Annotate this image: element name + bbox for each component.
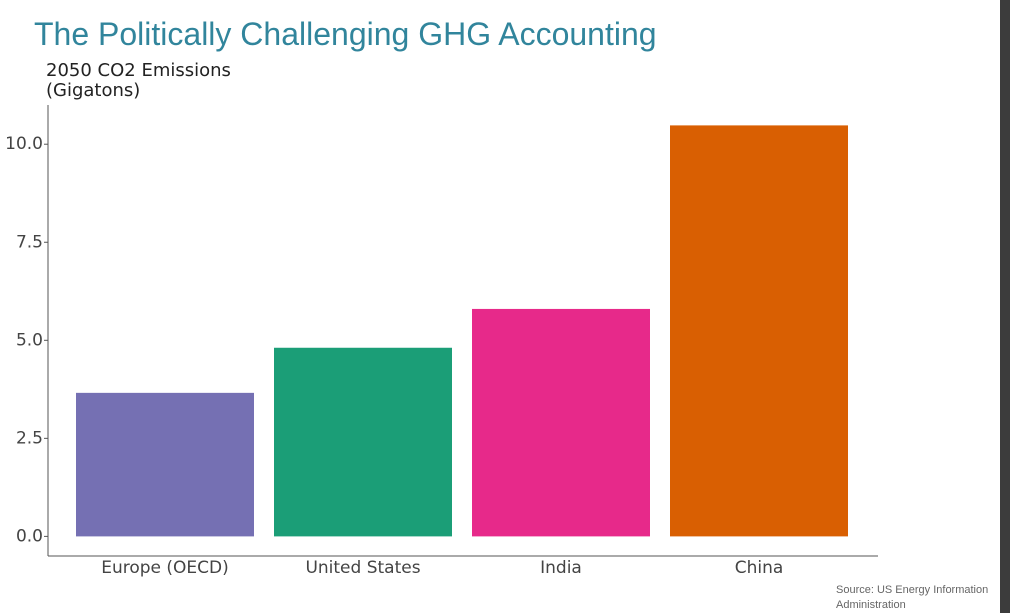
x-tick-label: Europe (OECD) [101, 558, 229, 578]
y-tick-label: 5.0 [16, 330, 43, 350]
bar [274, 347, 452, 537]
y-tick-label: 10.0 [5, 134, 43, 154]
bar [670, 125, 848, 537]
x-tick-label: China [735, 558, 784, 578]
bar [472, 308, 650, 537]
side-strip [1000, 0, 1010, 613]
chart-title: The Politically Challenging GHG Accounti… [34, 16, 657, 52]
y-tick-label: 2.5 [16, 428, 43, 448]
y-tick-label: 0.0 [16, 526, 43, 546]
bar [76, 392, 254, 537]
x-tick-label: India [540, 558, 582, 578]
x-tick-label: United States [305, 558, 420, 578]
y-tick-label: 7.5 [16, 232, 43, 252]
y-axis-label: 2050 CO2 Emissions [46, 60, 231, 81]
source-note: Administration [836, 599, 906, 611]
y-axis-label: (Gigatons) [46, 80, 140, 101]
source-note: Source: US Energy Information [836, 584, 988, 596]
